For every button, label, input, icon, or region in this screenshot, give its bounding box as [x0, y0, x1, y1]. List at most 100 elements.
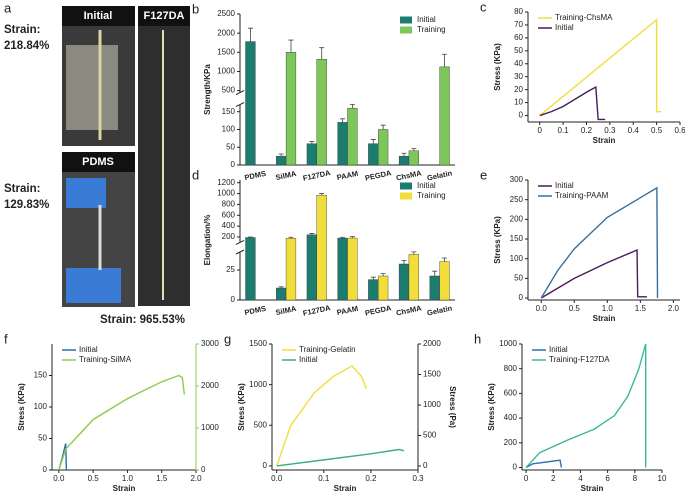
x-axis-title: Strain: [334, 484, 357, 493]
x-tick-label: F127DA: [302, 303, 332, 318]
y-tick-label: 1500: [249, 339, 267, 348]
x-tick-label: 2.0: [190, 474, 202, 483]
y-tick-label: 500: [254, 420, 268, 429]
legend-label: Initial: [555, 23, 574, 32]
error-bar: [380, 273, 386, 276]
x-tick-label: 0.2: [365, 474, 377, 483]
x-tick-label: 0.2: [581, 126, 593, 135]
y-tick-label: 60: [514, 33, 523, 42]
error-bar: [442, 53, 448, 67]
error-bar: [380, 124, 386, 130]
legend-label: Initial: [549, 345, 568, 354]
bar: [245, 41, 256, 166]
y-axis-title: Stress (KPa): [493, 216, 502, 264]
y2-axis-title: Stress (Pa): [448, 386, 457, 428]
y-tick-label: 1500: [217, 47, 235, 56]
bar: [398, 263, 410, 301]
panel-a: a Initial PDMS F127DA Strain: 218.84% St…: [4, 0, 190, 326]
series-line: [58, 374, 186, 471]
y-tick-label: 50: [38, 434, 47, 443]
x-tick-label: 0.3: [604, 126, 616, 135]
panel-letter: e: [480, 167, 487, 182]
series-line: [525, 459, 563, 469]
y2-tick-label: 0: [423, 461, 428, 470]
series-line: [276, 448, 405, 467]
x-tick-label: 0.0: [271, 474, 283, 483]
legend-label: Training-Gelatin: [299, 345, 356, 354]
y2-tick-label: 2000: [423, 339, 441, 348]
y-tick-label: 20: [514, 85, 523, 94]
x-tick-label: PDMS: [244, 169, 267, 182]
error-bar: [411, 148, 417, 151]
x-tick-label: 1.5: [156, 474, 168, 483]
x-tick-label: 2: [551, 474, 556, 483]
y-tick-label: 150: [510, 234, 524, 243]
bar: [306, 234, 317, 301]
y-tick-label: 50: [514, 46, 523, 55]
error-bar: [370, 139, 376, 144]
x-tick-label: 1.0: [122, 474, 134, 483]
legend-label: Training-F127DA: [549, 355, 610, 364]
bar: [306, 143, 317, 166]
panel-letter: d: [192, 167, 199, 182]
y2-tick-label: 1000: [201, 423, 219, 432]
y-tick-label: 200: [222, 232, 236, 241]
series-line: [539, 85, 606, 121]
legend-label: Initial: [79, 345, 98, 354]
x-axis-title: Strain: [593, 314, 616, 323]
bar: [276, 287, 287, 301]
strain-value: 129.83%: [4, 199, 49, 211]
error-bar: [442, 257, 448, 262]
photo-tag: PDMS: [82, 156, 114, 168]
y2-tick-label: 0: [201, 465, 206, 474]
legend-label: Training: [417, 25, 446, 34]
y-tick-label: 30: [514, 72, 523, 81]
y-axis-title: Stress (KPa): [493, 43, 502, 91]
bar: [316, 194, 327, 301]
x-tick-label: PDMS: [244, 304, 267, 317]
error-bar: [319, 47, 325, 60]
photo-tag: Initial: [84, 10, 113, 22]
bar: [316, 58, 327, 166]
y-tick-label: 0: [263, 461, 268, 470]
x-tick-label: SilMA: [275, 304, 298, 317]
panel-letter: f: [4, 331, 8, 346]
series-line: [540, 248, 647, 299]
error-bar: [309, 233, 315, 235]
error-bar: [278, 153, 284, 157]
x-tick-label: PEGDA: [364, 168, 393, 182]
bar: [368, 143, 379, 166]
error-bar: [288, 236, 294, 239]
x-tick-label: Gelatin: [426, 303, 453, 317]
y-tick-label: 0: [513, 463, 518, 472]
y2-tick-label: 1000: [423, 400, 441, 409]
y-tick-label: 400: [222, 221, 236, 230]
x-tick-label: 0.1: [558, 126, 570, 135]
y-tick-label: 800: [504, 364, 518, 373]
x-tick-label: F127DA: [302, 168, 332, 183]
y-axis-title: Stress (KPa): [487, 383, 496, 431]
y-tick-label: 1000: [217, 189, 235, 198]
series-line: [539, 18, 662, 117]
x-tick-label: SilMA: [275, 169, 298, 182]
legend-swatch: [400, 16, 412, 24]
y-tick-label: 1200: [217, 178, 235, 187]
y-axis-title: Stress (KPa): [237, 383, 246, 431]
y-tick-label: 400: [504, 413, 518, 422]
y-tick-label: 1000: [249, 380, 267, 389]
y2-tick-label: 2000: [201, 381, 219, 390]
error-bar: [432, 270, 438, 276]
x-tick-label: PAAM: [336, 169, 359, 182]
legend-swatch: [400, 182, 412, 190]
bar: [378, 275, 389, 301]
photo-clamp: [66, 178, 106, 208]
y-axis-title: Stress (KPa): [17, 383, 26, 431]
series-line: [540, 186, 659, 299]
series-line: [276, 365, 367, 467]
panel-letter: h: [474, 331, 481, 346]
axis-break: [235, 102, 245, 108]
y-tick-label: 100: [34, 402, 48, 411]
y-axis-title: Strength/KPa: [203, 64, 212, 115]
bar: [285, 238, 297, 301]
strain-value: 218.84%: [4, 40, 49, 52]
